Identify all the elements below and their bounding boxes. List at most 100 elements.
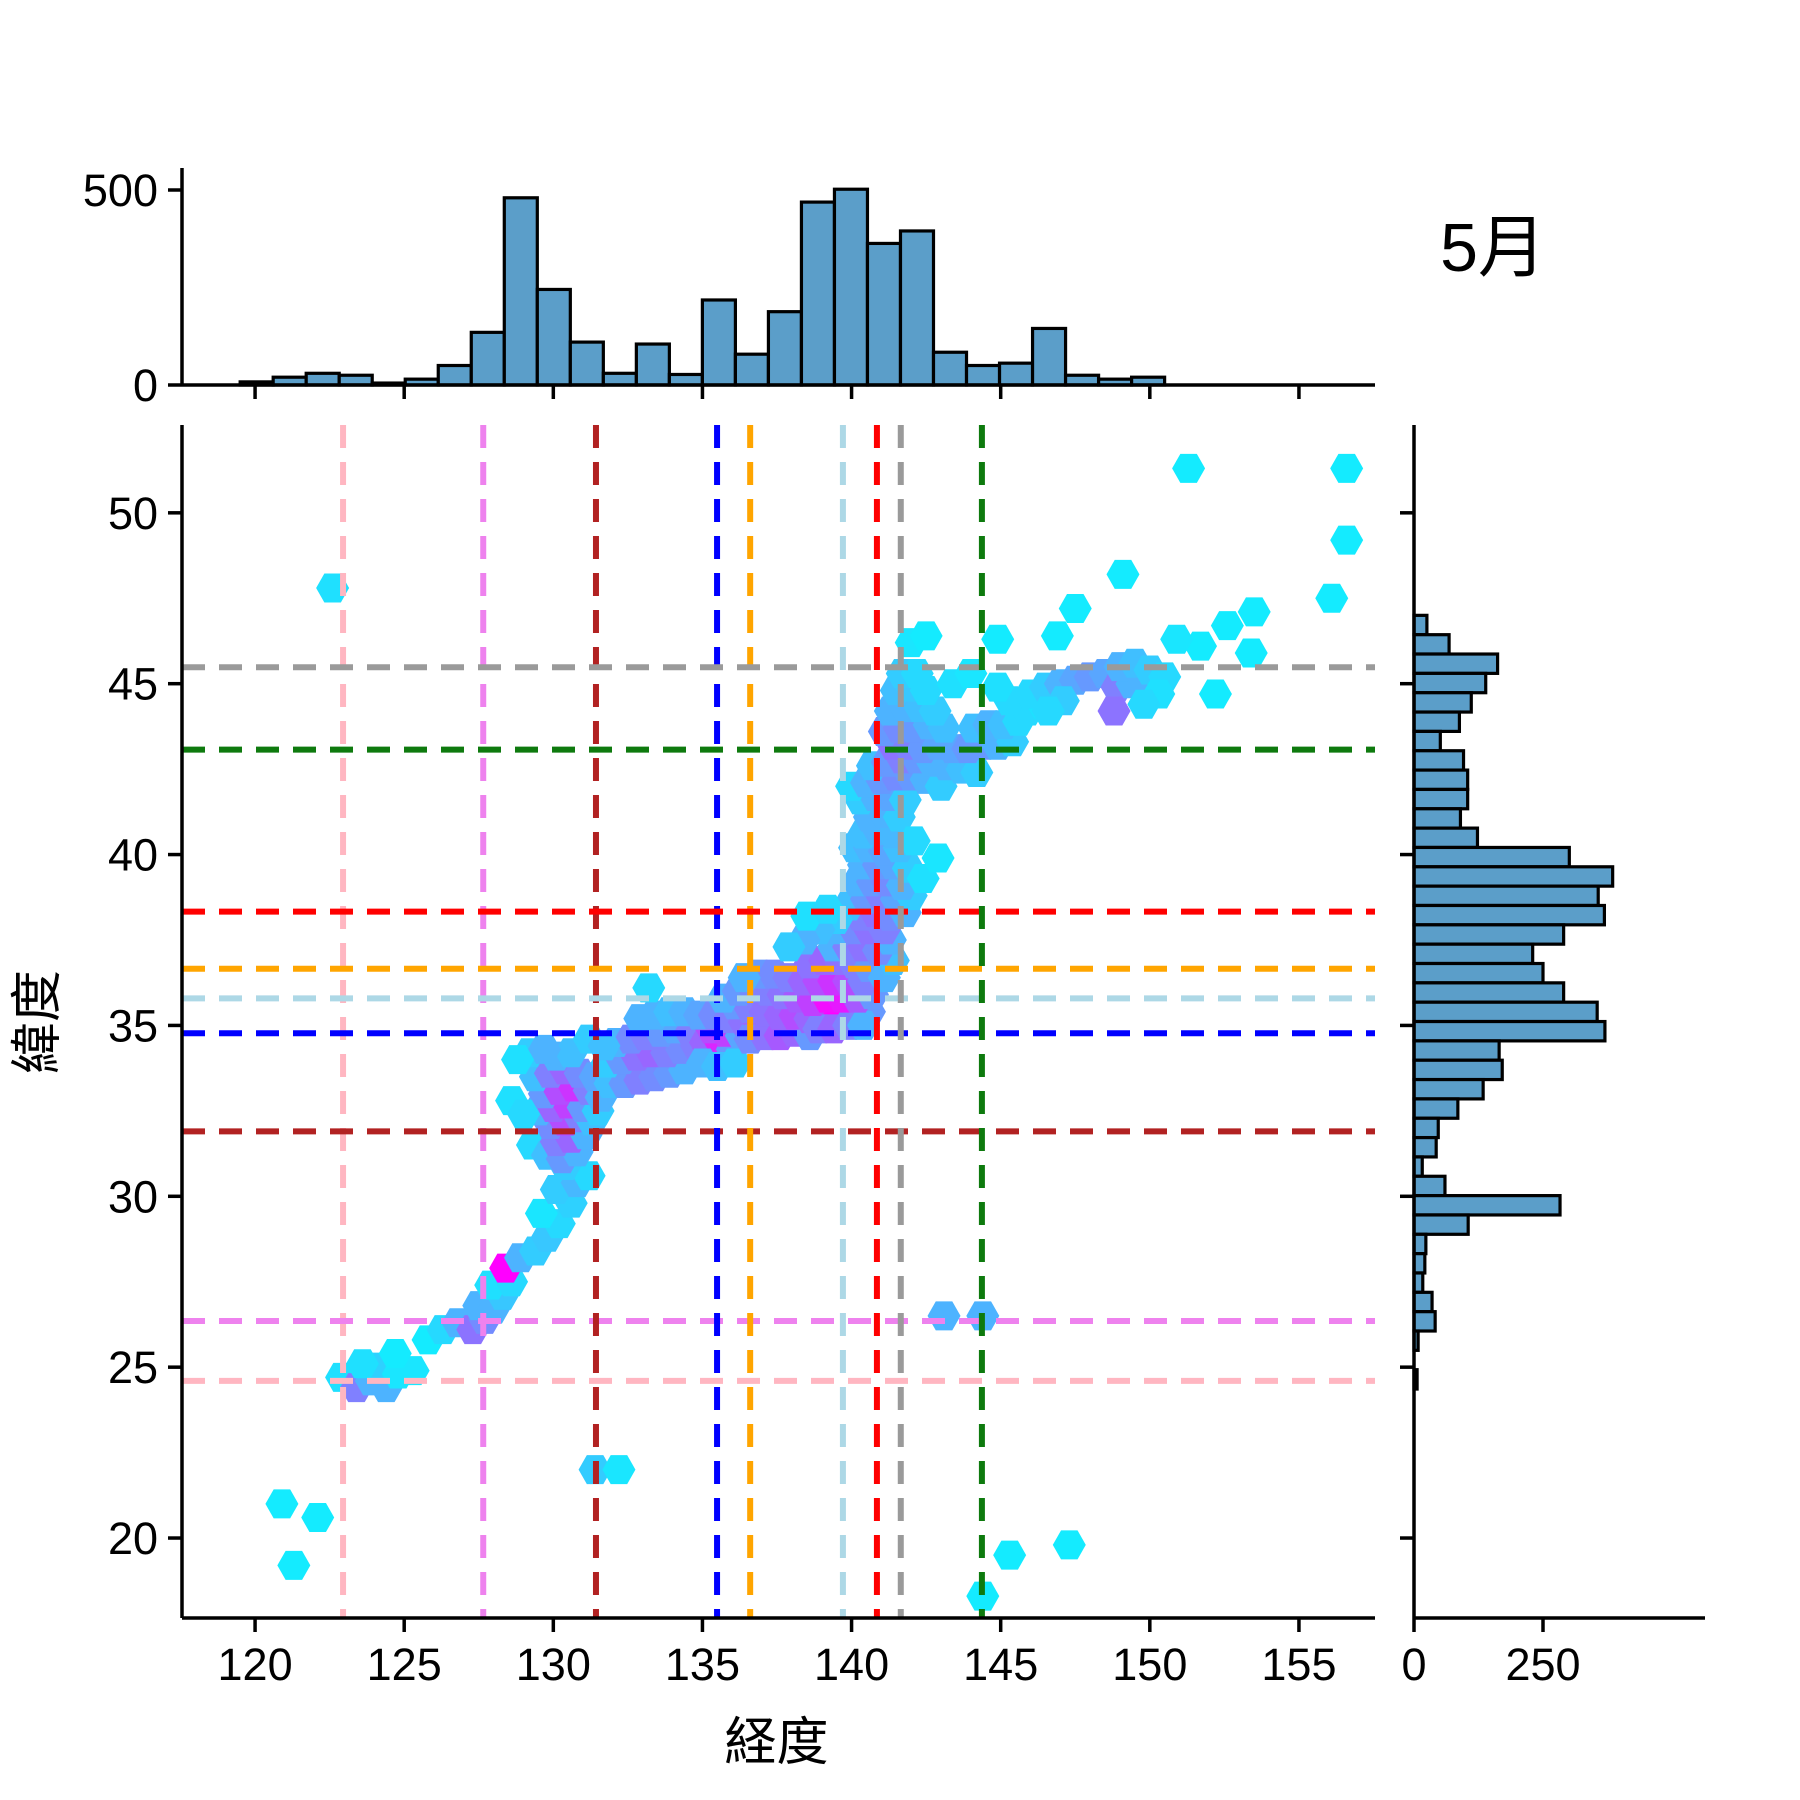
right-hist-bar [1412,613,1429,637]
y-tick-label: 35 [108,1000,158,1051]
hexbin-cell [927,1301,961,1331]
y-tick-label: 30 [108,1171,158,1222]
hexbin-cell [1097,696,1131,726]
right-hist-bar [1412,1058,1504,1082]
right-hist-bar [1412,729,1442,753]
right-hist-tick-label: 0 [1401,1639,1426,1690]
hexbin-cell [1172,453,1206,483]
top-hist-bar [931,350,969,387]
y-tick-label: 25 [108,1342,158,1393]
y-axis-label: 緯度 [9,970,67,1075]
right-hist-bar [1412,787,1470,811]
top-hist-bar [502,196,539,387]
x-tick-label: 120 [218,1639,293,1690]
top-hist-tick-label: 0 [133,360,158,411]
top-hist-bar [601,371,638,387]
right-hist-bar [1412,749,1466,772]
hexbin-cell [1106,559,1140,589]
right-hist-bar [1412,652,1500,675]
right-hist-bar [1412,1194,1562,1217]
x-tick-label: 125 [367,1639,442,1690]
top-hist-bar [568,340,605,387]
hexbin-cell [1040,621,1074,651]
top-hist-bar [304,371,341,387]
hexbin-cell [1127,689,1161,719]
hexbin-cell [506,1099,540,1129]
right-hist-bar [1412,1097,1460,1120]
hexbin-cell [1160,624,1194,654]
hexbin-cell [501,1045,535,1075]
hexbin-cell [277,1550,311,1580]
top-hist-bar [436,363,473,387]
top-hist-bar [700,298,738,387]
hexbin-cell [772,932,806,962]
x-tick-label: 130 [516,1639,591,1690]
hexbin-cell [1234,638,1268,668]
hexbin-cell [301,1503,335,1533]
top-histogram: 0 500 [83,165,1375,411]
hexbin-cell [1315,583,1349,613]
hexbin-cell [921,843,955,873]
hexbin-cell [527,1034,561,1064]
right-hist-bar [1412,1019,1607,1043]
right-hist-bar [1412,691,1473,714]
top-hist-bar [535,287,572,387]
right-hist-bar [1412,807,1463,830]
right-hist-bar [1412,1000,1599,1024]
hexbin-cell [1237,597,1271,627]
reference-lines-layer [182,425,1375,1618]
top-hist-bar [469,330,506,387]
hexbin-cell [981,624,1015,654]
right-hist-bar [1412,1116,1440,1140]
right-hist-bar [1412,633,1451,656]
right-hist-bar [1412,981,1566,1004]
hexbin-cell [1031,696,1065,726]
x-tick-label: 150 [1112,1639,1187,1690]
top-hist-bar [634,342,671,387]
right-hist-bar [1412,1290,1434,1314]
y-tick-label: 50 [108,488,158,539]
hexbin-cell [909,621,943,651]
hexbin-cell [897,826,931,856]
top-hist-bar [898,229,936,387]
hexbin-cell [632,973,666,1003]
right-hist-bar [1412,768,1470,792]
right-hist-bar [1412,710,1462,734]
y-tick-label: 45 [108,659,158,710]
hexbin-cell [981,672,1015,702]
x-axis-label: 経度 [724,1714,829,1772]
right-hist-bar [1412,961,1545,985]
top-hist-bar [766,310,804,387]
right-hist-bar [1412,942,1535,966]
top-hist-bar [997,361,1035,387]
right-hist-tick-label: 250 [1505,1639,1580,1690]
right-hist-bar [1412,671,1488,695]
hexbin-cell [524,1198,558,1228]
right-hist-bar [1412,1174,1447,1198]
x-tick-label: 145 [963,1639,1038,1690]
right-histogram: 0 250 [1400,425,1705,1690]
hexbin-cell [602,1455,636,1485]
y-tick-label: 40 [108,830,158,881]
right-hist-bar [1412,826,1480,850]
x-tick-label: 135 [665,1639,740,1690]
hexbin-cell [1210,611,1244,641]
x-tick-label: 155 [1261,1639,1336,1690]
right-hist-bar [1412,1232,1428,1256]
hexbin-cell [1198,679,1232,709]
hexbin-cell [960,758,994,788]
right-hist-bar [1412,1135,1438,1159]
right-hist-bar [1412,1039,1501,1062]
plot-title: 5月 [1440,210,1546,286]
hexbin-layer [265,453,1364,1611]
hexbin-cell [718,1048,752,1078]
top-hist-bar [799,200,837,387]
top-hist-bar [1030,326,1068,387]
hexbin-cell [1052,1530,1086,1560]
top-hist-bar [865,241,903,387]
hexbin-cell [993,1540,1027,1570]
right-hist-bar [1412,845,1571,869]
hexbin-cell [265,1489,299,1519]
